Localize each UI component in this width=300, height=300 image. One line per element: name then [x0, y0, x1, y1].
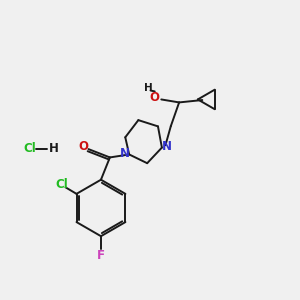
Text: N: N	[162, 140, 172, 153]
Text: O: O	[150, 91, 160, 104]
Text: H: H	[49, 142, 58, 155]
Text: F: F	[97, 249, 105, 262]
Text: N: N	[119, 147, 129, 160]
Text: Cl: Cl	[55, 178, 68, 191]
Text: H: H	[144, 83, 153, 93]
Text: Cl: Cl	[23, 142, 36, 155]
Text: O: O	[78, 140, 88, 153]
